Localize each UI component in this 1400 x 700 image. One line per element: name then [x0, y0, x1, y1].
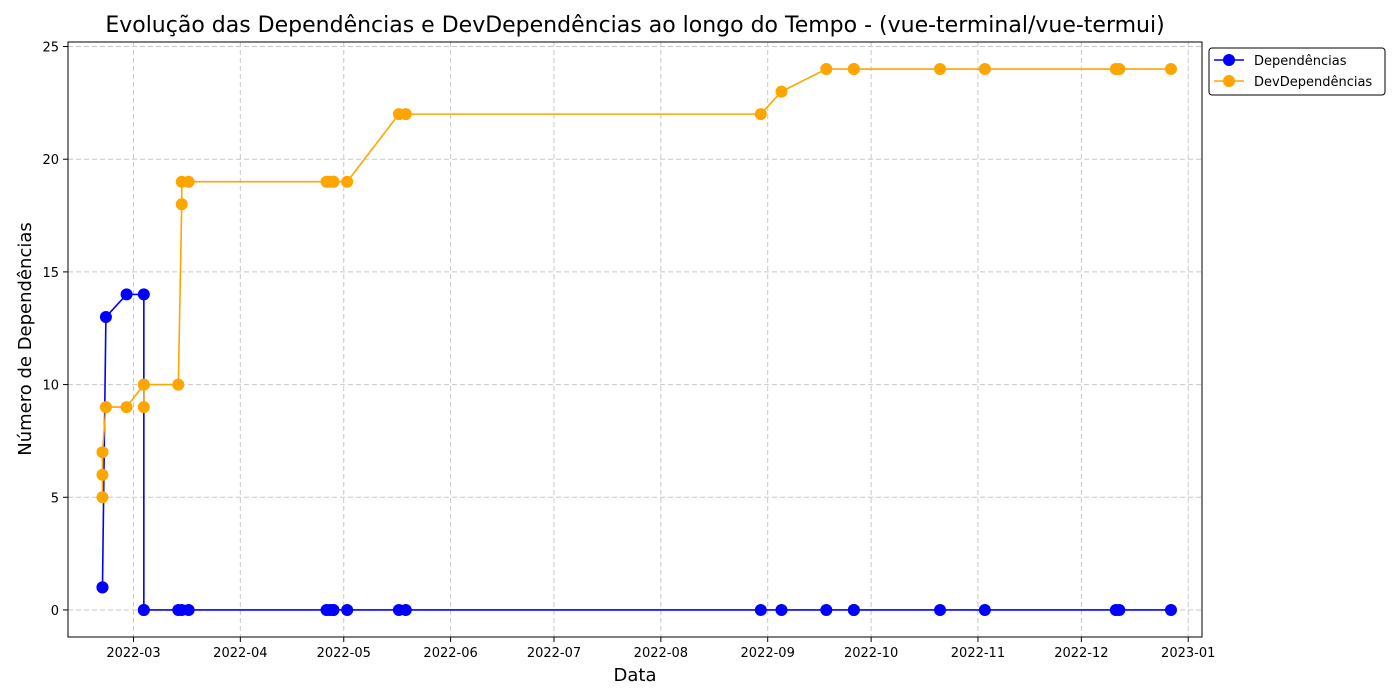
y-tick-label: 20 [42, 153, 59, 168]
data-point-dependencias [847, 603, 860, 616]
data-point-dependencias [1113, 603, 1126, 616]
legend-marker-dependencias [1223, 54, 1235, 66]
data-point-dependencias [137, 288, 150, 301]
y-tick-label: 10 [42, 379, 59, 394]
x-tick-label: 2022-04 [213, 646, 267, 661]
data-point-dependencias [327, 603, 340, 616]
data-point-dependencias [775, 603, 788, 616]
plot-frame [67, 41, 1203, 638]
data-point-devdependencias [120, 401, 133, 414]
data-point-dependencias [99, 310, 112, 323]
data-point-devdependencias [1113, 63, 1126, 76]
series-dependencias [96, 288, 1177, 616]
data-point-devdependencias [96, 446, 109, 459]
x-tick-label: 2022-10 [844, 646, 898, 661]
legend: Dependências DevDependências [1208, 47, 1386, 96]
x-tick-label: 2023-01 [1161, 646, 1215, 661]
y-tick-label: 5 [51, 491, 59, 506]
data-point-devdependencias [172, 378, 185, 391]
series-layer [96, 63, 1177, 616]
data-point-dependencias [96, 581, 109, 594]
data-point-dependencias [754, 603, 767, 616]
data-point-dependencias [137, 603, 150, 616]
y-axis: 0 5 10 15 20 25 [42, 41, 68, 619]
series-line-dependencias [101, 293, 1171, 611]
data-point-dependencias [1164, 603, 1177, 616]
data-point-devdependencias [137, 401, 150, 414]
grid-lines [68, 42, 1202, 637]
y-axis-label: Número de Dependências [15, 222, 36, 456]
series-line-devdependencias [101, 68, 1171, 498]
data-point-devdependencias [175, 198, 188, 211]
data-point-devdependencias [99, 401, 112, 414]
data-point-dependencias [120, 288, 133, 301]
data-point-devdependencias [978, 63, 991, 76]
legend-label-dependencias: Dependências [1254, 54, 1347, 69]
chart-title: Evolução das Dependências e DevDependênc… [105, 13, 1164, 38]
x-axis-label: Data [614, 665, 657, 686]
data-point-devdependencias [775, 85, 788, 98]
data-point-devdependencias [934, 63, 947, 76]
x-tick-label: 2022-06 [423, 646, 477, 661]
data-point-devdependencias [137, 378, 150, 391]
data-point-devdependencias [399, 108, 412, 121]
data-point-devdependencias [182, 175, 195, 188]
y-tick-label: 0 [51, 604, 59, 619]
legend-marker-devdependencias [1223, 75, 1235, 87]
data-point-devdependencias [847, 63, 860, 76]
data-point-dependencias [399, 603, 412, 616]
x-tick-label: 2022-05 [317, 646, 371, 661]
x-axis: 2022-03 2022-04 2022-05 2022-06 2022-07 2022-… [106, 637, 1215, 661]
data-point-dependencias [978, 603, 991, 616]
data-point-devdependencias [820, 63, 833, 76]
data-point-devdependencias [96, 468, 109, 481]
data-point-devdependencias [754, 108, 767, 121]
data-point-dependencias [934, 603, 947, 616]
x-tick-label: 2022-03 [106, 646, 160, 661]
data-point-devdependencias [327, 175, 340, 188]
x-tick-label: 2022-12 [1054, 646, 1108, 661]
series-devdependencias [96, 63, 1177, 504]
data-point-devdependencias [1164, 63, 1177, 76]
data-point-devdependencias [96, 491, 109, 504]
x-tick-label: 2022-08 [634, 646, 688, 661]
data-point-devdependencias [341, 175, 354, 188]
y-tick-label: 15 [42, 266, 59, 281]
x-tick-label: 2022-11 [951, 646, 1005, 661]
data-point-dependencias [820, 603, 833, 616]
y-tick-label: 25 [42, 41, 59, 56]
legend-box [1208, 47, 1386, 96]
x-tick-label: 2022-09 [741, 646, 795, 661]
legend-label-devdependencias: DevDependências [1254, 75, 1372, 90]
x-tick-label: 2022-07 [527, 646, 581, 661]
data-point-dependencias [341, 603, 354, 616]
data-point-dependencias [182, 603, 195, 616]
